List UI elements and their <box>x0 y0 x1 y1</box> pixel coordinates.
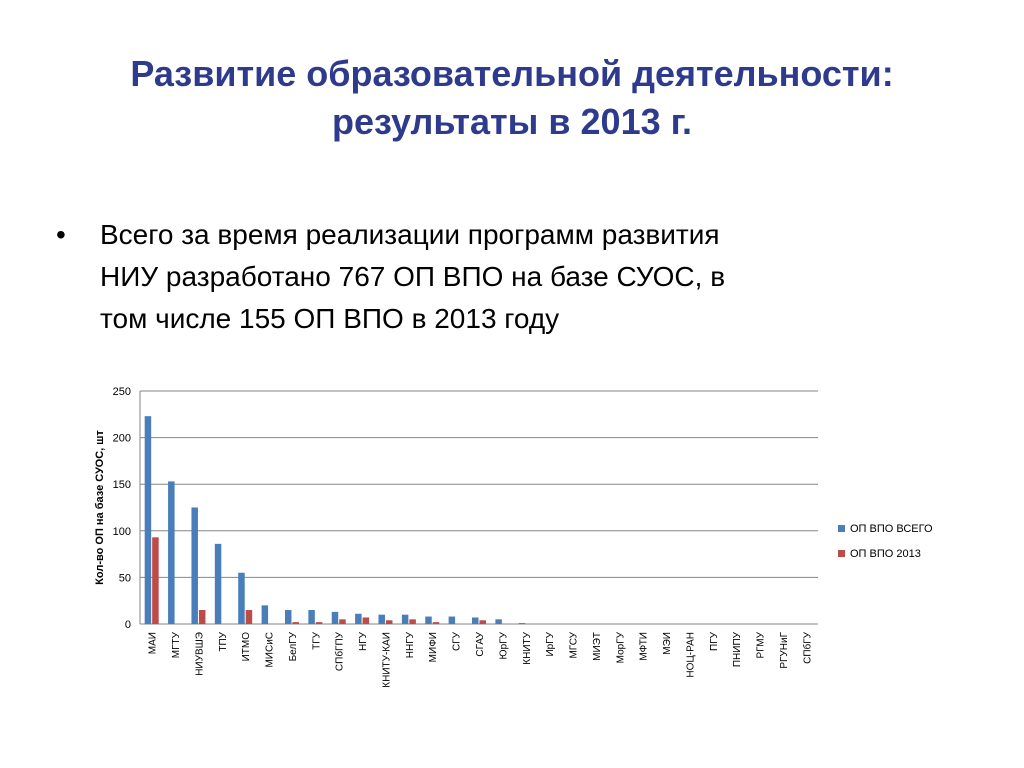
bar-total <box>378 614 385 624</box>
y-tick-label: 100 <box>113 526 131 538</box>
bullet-text: Всего за время реализации программ разви… <box>100 214 910 340</box>
y-tick-label: 250 <box>113 386 131 398</box>
x-tick-label: КНИТУ-КАИ <box>381 632 392 688</box>
bullet-line-3: том числе 155 ОП ВПО в 2013 году <box>100 303 560 334</box>
bar-2013 <box>152 537 159 624</box>
y-tick-label: 200 <box>113 433 131 445</box>
bar-total <box>331 611 339 624</box>
bar-total <box>472 617 479 624</box>
bar-2013 <box>409 619 416 624</box>
x-tick-label: БелГУ <box>288 631 299 661</box>
bar-total <box>168 481 175 624</box>
x-tick-label: МАИ <box>148 632 159 654</box>
bullet-dot: • <box>56 219 66 250</box>
x-tick-label: ПГУ <box>709 631 720 651</box>
bar-total <box>495 619 502 624</box>
x-tick-label: МФТИ <box>639 632 650 661</box>
bar-2013 <box>432 622 440 624</box>
x-tick-label: МГСУ <box>569 631 580 658</box>
bar-2013 <box>245 610 253 624</box>
bar-total <box>355 613 362 624</box>
legend-swatch <box>838 525 845 532</box>
slide-title-line-1: Развитие образовательной деятельности: <box>130 53 894 94</box>
x-tick-label: ТГУ <box>311 631 322 650</box>
x-tick-label: НИУВШЭ <box>194 632 205 676</box>
bar-2013 <box>362 617 370 624</box>
x-tick-label: РГУНиГ <box>779 631 790 668</box>
x-tick-label: СГУ <box>452 631 463 651</box>
x-tick-label: МорГУ <box>615 631 626 663</box>
slide-title: Развитие образовательной деятельности: р… <box>60 50 964 146</box>
x-tick-label: СГАУ <box>475 631 486 656</box>
x-tick-label: МГТУ <box>171 631 182 658</box>
bar-2013 <box>292 622 299 624</box>
x-tick-label: МИЭТ <box>592 632 603 661</box>
bar-2013 <box>385 620 393 624</box>
legend-label: ОП ВПО ВСЕГО <box>850 523 933 535</box>
x-tick-label: МИСиС <box>265 632 276 668</box>
x-tick-label: ТПУ <box>218 631 229 651</box>
legend-label: ОП ВПО 2013 <box>850 548 921 560</box>
bar-total <box>308 610 315 624</box>
x-tick-label: МЭИ <box>662 632 673 655</box>
slide-title-line-2: результаты в 2013 г. <box>331 101 693 142</box>
x-tick-label: МИФИ <box>428 632 439 662</box>
bar-total <box>518 623 526 624</box>
y-tick-label: 150 <box>113 479 131 491</box>
bar-total <box>284 610 292 624</box>
x-tick-label: СПбГУ <box>801 631 813 664</box>
x-tick-label: КНИТУ <box>522 631 533 664</box>
x-tick-label: ЮрГУ <box>498 631 509 659</box>
bar-total <box>191 507 198 624</box>
y-tick-label: 50 <box>119 572 131 584</box>
bar-total <box>261 605 269 624</box>
x-tick-label: ННГУ <box>405 631 416 658</box>
bar-total <box>425 616 432 624</box>
bar-total <box>238 572 245 624</box>
x-tick-label: НОЦ-РАН <box>685 632 696 678</box>
bullet-line-1: Всего за время реализации программ разви… <box>100 219 720 250</box>
x-tick-label: СПбГПУ <box>334 631 346 671</box>
bar-2013 <box>479 620 486 624</box>
bar-total <box>214 543 222 624</box>
y-axis-title: Кол-во ОП на базе СУОС, шт <box>94 430 106 585</box>
x-tick-label: НГУ <box>358 631 369 651</box>
bar-total <box>448 616 456 624</box>
x-tick-label: ИТМО <box>241 632 252 662</box>
x-tick-label: ИрГУ <box>545 631 556 656</box>
bar-total <box>401 614 409 624</box>
bar-2013 <box>315 622 323 624</box>
bullet-line-2: НИУ разработано 767 ОП ВПО на базе СУОС,… <box>100 261 726 292</box>
legend-swatch <box>838 550 845 557</box>
x-tick-label: ПНИПУ <box>732 631 743 667</box>
y-tick-label: 0 <box>125 619 131 631</box>
bar-2013 <box>339 619 346 624</box>
x-tick-label: РГМУ <box>756 631 767 658</box>
bar-2013 <box>198 610 206 624</box>
bar-total <box>144 416 152 624</box>
